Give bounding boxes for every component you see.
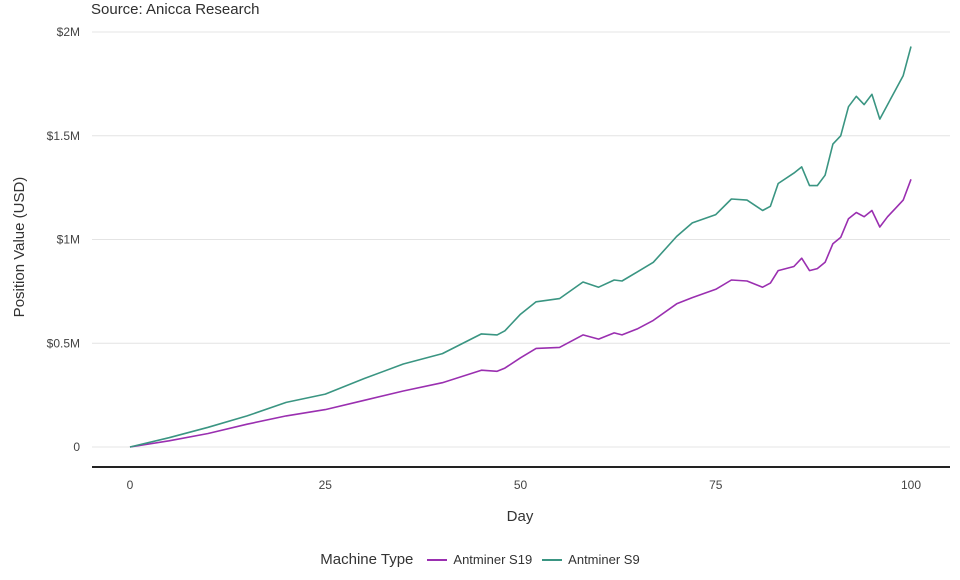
gridlines — [92, 31, 950, 448]
series-line-antminer-s19 — [129, 179, 912, 448]
x-tick-label: 0 — [127, 478, 134, 492]
series-lines — [129, 46, 912, 448]
legend-swatch-s9 — [542, 558, 563, 561]
legend-label-s9: Antminer S9 — [568, 552, 640, 567]
legend-title: Machine Type — [320, 551, 414, 568]
y-tick-label: $2M — [57, 25, 80, 39]
y-tick-label: $1.5M — [47, 129, 80, 143]
legend-label-s19: Antminer S19 — [453, 552, 533, 567]
y-axis-label: Position Value (USD) — [11, 177, 28, 318]
y-tick-label: $1M — [57, 233, 80, 247]
series-line-antminer-s9 — [129, 46, 912, 448]
x-tick-label: 100 — [901, 478, 921, 492]
chart-subtitle: Source: Anicca Research — [91, 1, 260, 18]
y-tick-label: $0.5M — [47, 336, 80, 350]
legend-item-s9: Antminer S9 — [542, 552, 640, 567]
x-tick-label: 25 — [319, 478, 333, 492]
legend: Machine Type Antminer S19 Antminer S9 — [0, 551, 960, 568]
x-tick-label: 50 — [514, 478, 528, 492]
y-tick-label: 0 — [73, 440, 80, 454]
legend-swatch-s19 — [427, 558, 448, 561]
tick-labels: 0 $0.5M $1M $1.5M $2M 0 25 50 75 100 — [47, 25, 922, 492]
legend-item-s19: Antminer S19 — [427, 552, 532, 567]
line-chart: 0 $0.5M $1M $1.5M $2M 0 25 50 75 100 Day Position… — [11, 25, 950, 525]
x-axis-label: Day — [507, 508, 534, 525]
x-tick-label: 75 — [709, 478, 723, 492]
